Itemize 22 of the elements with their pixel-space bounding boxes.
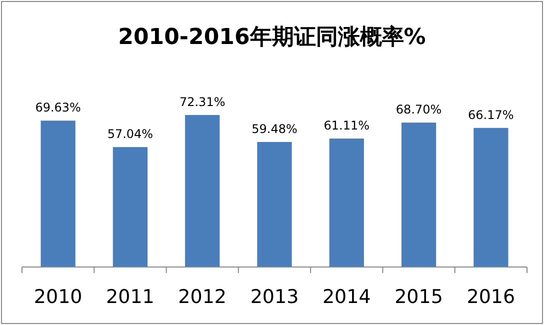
x-tick-label: 2016 [466,286,516,308]
data-label: 61.11% [324,118,370,133]
bar [474,128,508,267]
bar [112,147,148,267]
data-label: 69.63% [35,100,81,115]
data-label: 72.31% [179,95,226,109]
bar [329,138,364,267]
x-tick-label: 2012 [178,286,227,308]
chart-title: 2010-2016年期证同涨概率% [118,24,426,50]
bar [401,122,436,267]
bar [185,115,220,267]
data-label: 57.04% [107,127,154,142]
data-label: 66.17% [468,108,514,122]
data-label: 59.48% [252,122,298,136]
x-tick-label: 2014 [322,286,371,308]
x-tick-label: 2013 [250,286,299,308]
x-tick-label: 2015 [394,286,443,308]
data-label: 68.70% [396,102,442,117]
bar [257,142,292,267]
x-tick-label: 2010 [34,286,82,308]
x-tick-label: 2011 [106,286,154,308]
bar [40,120,76,267]
